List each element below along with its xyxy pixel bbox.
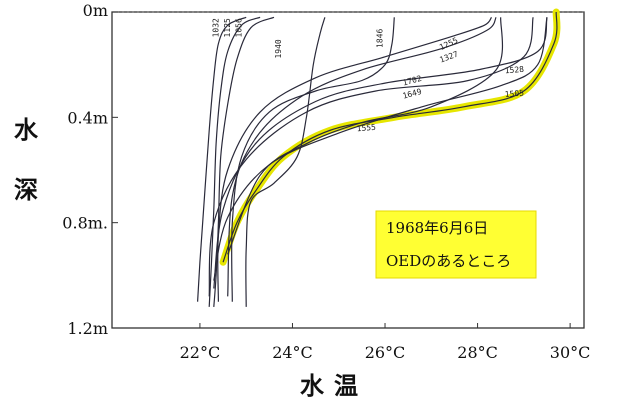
y-tick-label: 0.8m. bbox=[62, 214, 108, 233]
y-tick-label: 0m bbox=[83, 1, 108, 20]
x-ticks-layer: 22°C 24°C 26°C 28°C 30°C bbox=[180, 323, 591, 362]
y-axis-title-char-2: 深 bbox=[14, 176, 38, 204]
curve-label-1032: 1032 bbox=[211, 18, 220, 37]
x-axis-title: 水温 bbox=[300, 372, 368, 400]
series-1056-line bbox=[213, 16, 275, 307]
series-1255-line bbox=[217, 16, 492, 302]
y-axis-title-char-1: 水 bbox=[14, 116, 39, 144]
series-1940-line bbox=[245, 17, 326, 307]
y-tick-label: 1.2m bbox=[67, 319, 108, 338]
series-1032-line bbox=[197, 16, 247, 302]
y-ticks-layer: 0m 0.4m 0.8m. 1.2m bbox=[62, 1, 118, 338]
x-tick-label: 22°C bbox=[180, 343, 221, 362]
curve-label-1940: 1940 bbox=[274, 39, 283, 58]
x-tick-label: 28°C bbox=[457, 343, 498, 362]
curve-label-1528: 1528 bbox=[504, 65, 524, 76]
series-1846-line bbox=[231, 17, 395, 302]
series-1125-line bbox=[208, 16, 261, 307]
annotation-line2: OEDのあるところ bbox=[386, 252, 511, 270]
series-1505-line bbox=[222, 11, 558, 263]
curves-layer bbox=[197, 8, 561, 307]
curve-label-1505: 1505 bbox=[504, 88, 524, 99]
curve-label-1125: 1125 bbox=[223, 18, 232, 37]
annotation-line1: 1968年6月6日 bbox=[386, 219, 488, 237]
x-tick-label: 26°C bbox=[365, 343, 406, 362]
series-1649-line bbox=[208, 17, 534, 297]
curve-label-1056: 1056 bbox=[235, 18, 244, 37]
plot-frame bbox=[111, 11, 585, 329]
series-1702-line bbox=[213, 17, 548, 289]
curve-label-1846: 1846 bbox=[376, 28, 385, 47]
y-tick-label: 0.4m bbox=[67, 108, 108, 127]
x-tick-label: 30°C bbox=[550, 343, 591, 362]
series-1327-line bbox=[227, 16, 497, 297]
annotation-box bbox=[375, 210, 537, 279]
curve-label-1555: 1555 bbox=[356, 123, 376, 134]
x-tick-label: 24°C bbox=[272, 343, 313, 362]
curve-label-1649: 1649 bbox=[402, 87, 423, 101]
curve-label-1702: 1702 bbox=[402, 74, 423, 88]
